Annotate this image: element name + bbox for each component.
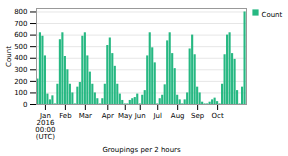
svg-text:Count: Count — [262, 11, 283, 19]
svg-text:Count: Count — [5, 46, 13, 67]
svg-text:Mar: Mar — [79, 112, 92, 120]
svg-text:100: 100 — [14, 89, 27, 97]
svg-text:400: 400 — [14, 54, 27, 62]
svg-text:500: 500 — [14, 43, 27, 51]
svg-text:800: 800 — [14, 8, 27, 16]
svg-text:Jul: Jul — [152, 112, 162, 120]
svg-text:Groupings per 2 hours: Groupings per 2 hours — [102, 146, 181, 154]
svg-text:200: 200 — [14, 78, 27, 86]
svg-text:0: 0 — [23, 101, 27, 109]
svg-text:Aug: Aug — [171, 112, 185, 120]
svg-text:Oct: Oct — [212, 112, 224, 120]
svg-text:600: 600 — [14, 31, 27, 39]
svg-text:Feb: Feb — [59, 112, 72, 120]
svg-text:May: May — [118, 112, 132, 120]
svg-text:300: 300 — [14, 66, 27, 74]
svg-text:Jun: Jun — [134, 112, 146, 120]
svg-text:Jan201600:00(UTC): Jan201600:00(UTC) — [35, 112, 55, 141]
svg-text:Apr: Apr — [102, 112, 114, 120]
svg-text:Sep: Sep — [191, 112, 205, 120]
svg-text:700: 700 — [14, 20, 27, 28]
